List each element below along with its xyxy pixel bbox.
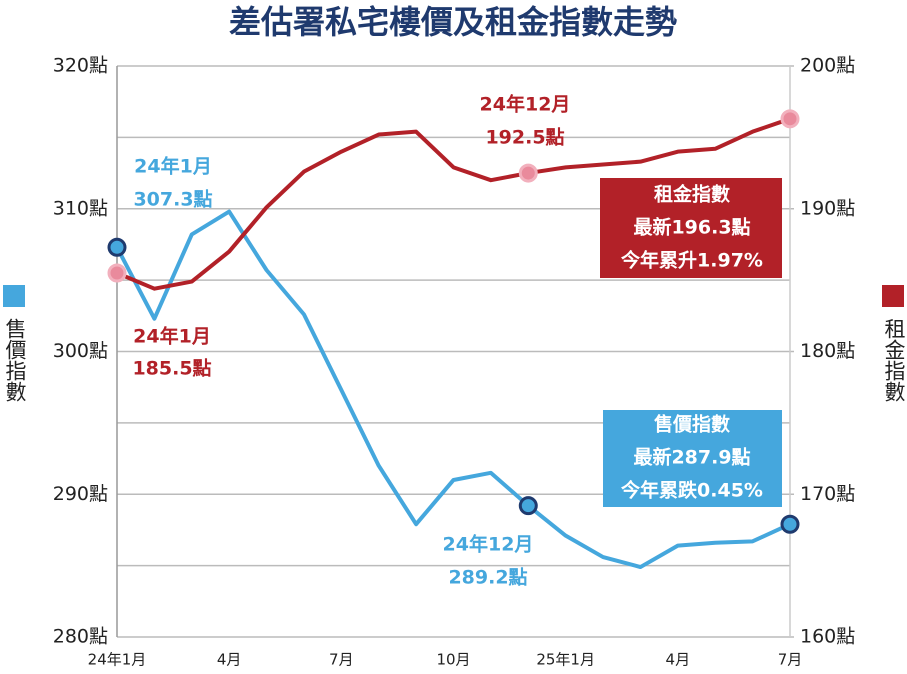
y2-tick-label: 160點 <box>800 626 855 648</box>
x-tick-label: 24年1月 <box>88 651 147 669</box>
annotation: 今年累跌0.45% <box>620 479 763 502</box>
annotation: 289.2點 <box>448 566 527 589</box>
y-tick-label: 280點 <box>53 626 108 648</box>
point-marker <box>780 109 800 129</box>
annotation: 租金指數 <box>654 183 730 206</box>
x-tick-label: 7月 <box>778 651 803 669</box>
x-tick-label: 25年1月 <box>536 651 595 669</box>
line-series <box>115 209 791 570</box>
annotation-box <box>600 178 782 278</box>
point-marker <box>518 496 538 516</box>
annotation: 24年12月 <box>480 93 571 116</box>
x-tick-label: 4月 <box>217 651 242 669</box>
y2-tick-label: 190點 <box>800 197 855 219</box>
legend-label: 售價指數 <box>3 318 27 402</box>
chart-title: 差估署私宅樓價及租金指數走勢 <box>229 3 677 41</box>
legend-swatch <box>3 285 25 307</box>
point-marker <box>107 237 127 257</box>
x-tick-label: 7月 <box>329 651 354 669</box>
annotation: 307.3點 <box>133 188 212 211</box>
point-marker <box>518 163 538 183</box>
legend-label: 租金指數 <box>882 318 906 402</box>
annotation: 最新287.9點 <box>633 446 750 469</box>
x-tick-label: 4月 <box>666 651 691 669</box>
annotation-box <box>603 410 782 507</box>
annotation: 今年累升1.97% <box>620 249 763 272</box>
annotation: 24年12月 <box>443 533 534 556</box>
y-tick-label: 290點 <box>53 483 108 505</box>
annotation: 192.5點 <box>485 126 564 149</box>
point-marker <box>107 263 127 283</box>
annotation: 24年1月 <box>133 325 211 348</box>
y2-tick-label: 200點 <box>800 55 855 77</box>
legend-swatch <box>882 285 904 307</box>
y-tick-label: 310點 <box>53 197 108 219</box>
x-tick-label: 10月 <box>436 651 470 669</box>
annotation: 185.5點 <box>132 357 211 380</box>
y-tick-label: 300點 <box>53 340 108 362</box>
y2-tick-label: 170點 <box>800 483 855 505</box>
y-tick-label: 320點 <box>53 55 108 77</box>
y2-tick-label: 180點 <box>800 340 855 362</box>
annotation: 售價指數 <box>653 413 730 436</box>
point-marker <box>780 514 800 534</box>
line-series <box>116 116 791 291</box>
annotation: 24年1月 <box>134 155 212 178</box>
annotation: 最新196.3點 <box>633 216 750 239</box>
